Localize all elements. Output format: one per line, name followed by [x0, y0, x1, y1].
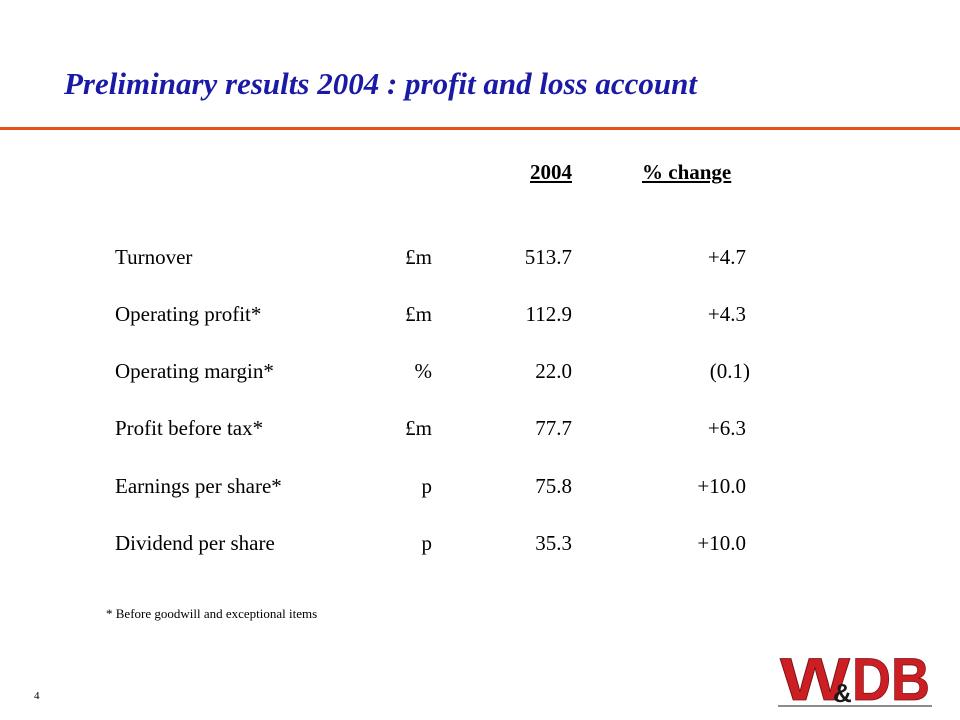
table-row: Turnover £m 513.7 +4.7 — [0, 245, 960, 275]
logo-letter-w: W — [780, 646, 850, 708]
row-percent-change: +4.3 — [707, 302, 746, 326]
row-percent-change: +4.7 — [707, 245, 746, 269]
column-header-year: 2004 — [530, 160, 572, 184]
row-label: Earnings per share* — [115, 474, 282, 498]
table-row: Profit before tax* £m 77.7 +6.3 — [0, 416, 960, 446]
table-row: Earnings per share* p 75.8 +10.0 — [0, 474, 960, 504]
row-unit: p — [421, 474, 433, 498]
column-header-change: % change — [642, 160, 732, 184]
table-row: Operating margin* % 22.0 (0.1) — [0, 359, 960, 389]
title-divider — [0, 127, 960, 130]
row-label: Turnover — [115, 245, 193, 269]
slide-title: Preliminary results 2004 : profit and lo… — [64, 66, 697, 101]
row-percent-change: (0.1) — [709, 359, 750, 383]
row-label: Operating profit* — [115, 302, 262, 326]
row-value-2004: 75.8 — [535, 474, 572, 498]
row-percent-change: +10.0 — [697, 474, 746, 498]
row-percent-change: +10.0 — [697, 531, 746, 555]
row-value-2004: 513.7 — [524, 245, 572, 269]
row-value-2004: 35.3 — [535, 531, 572, 555]
row-unit: £m — [405, 302, 432, 326]
page-number: 4 — [34, 690, 40, 702]
logo-ampersand: & — [833, 678, 852, 708]
footnote: * Before goodwill and exceptional items — [106, 606, 318, 621]
row-value-2004: 77.7 — [535, 416, 572, 440]
row-value-2004: 112.9 — [525, 302, 572, 326]
row-unit: p — [421, 531, 433, 555]
table-row: Dividend per share p 35.3 +10.0 — [0, 531, 960, 561]
row-value-2004: 22.0 — [535, 359, 572, 383]
row-label: Dividend per share — [115, 531, 275, 555]
row-unit: £m — [405, 416, 432, 440]
row-label: Operating margin* — [115, 359, 274, 383]
row-label: Profit before tax* — [115, 416, 264, 440]
row-unit: % — [414, 359, 433, 383]
logo-letters-db: DB — [852, 646, 930, 708]
row-percent-change: +6.3 — [707, 416, 746, 440]
row-unit: £m — [405, 245, 432, 269]
table-row: Operating profit* £m 112.9 +4.3 — [0, 302, 960, 332]
company-logo: W DB & — [778, 646, 932, 708]
